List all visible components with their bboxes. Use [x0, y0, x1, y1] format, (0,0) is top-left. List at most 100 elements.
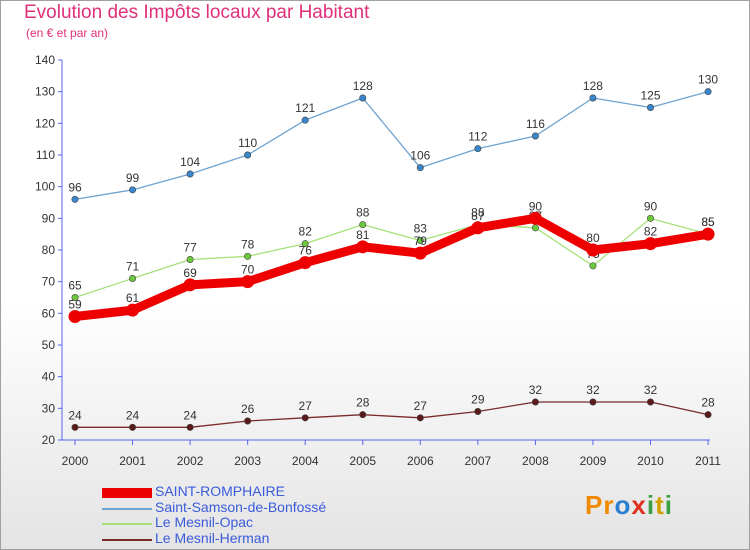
data-point	[359, 94, 367, 102]
data-label: 130	[698, 73, 718, 87]
x-tick-label: 2002	[177, 454, 204, 468]
data-label: 81	[356, 228, 370, 242]
data-point	[528, 211, 542, 225]
logo-letter: P	[585, 490, 604, 520]
data-label: 65	[68, 279, 82, 293]
data-label: 112	[468, 130, 487, 144]
data-label: 32	[586, 383, 600, 397]
data-point	[474, 407, 482, 415]
data-point	[298, 256, 312, 270]
logo-letter: o	[614, 490, 632, 520]
data-point	[186, 255, 194, 263]
data-point	[589, 94, 597, 102]
proxiti-logo: Proxiti	[585, 490, 673, 521]
data-label: 90	[644, 199, 658, 213]
data-label: 71	[126, 260, 140, 274]
data-point	[644, 237, 657, 251]
data-point	[244, 417, 252, 425]
y-tick-label: 130	[35, 85, 55, 99]
data-label: 82	[644, 225, 658, 239]
data-label: 83	[414, 222, 428, 236]
data-label: 28	[701, 396, 715, 410]
data-label: 104	[180, 155, 200, 169]
data-label: 59	[68, 298, 82, 312]
logo-letter: x	[631, 490, 647, 520]
data-label: 99	[126, 171, 140, 185]
data-point	[359, 411, 367, 419]
data-label: 96	[68, 180, 82, 194]
x-tick-label: 2008	[522, 454, 549, 468]
y-tick-label: 80	[42, 243, 56, 257]
data-point	[359, 221, 367, 229]
data-point	[241, 275, 255, 289]
data-label: 116	[526, 117, 545, 131]
data-label: 24	[68, 408, 82, 422]
data-point	[183, 278, 197, 292]
series-line	[74, 217, 709, 299]
data-point	[301, 240, 309, 248]
data-point	[646, 104, 654, 112]
data-point	[186, 170, 194, 178]
y-tick-label: 90	[42, 211, 56, 225]
data-label: 82	[299, 225, 313, 239]
y-tick-label: 50	[42, 338, 56, 352]
logo-letter: r	[603, 490, 615, 520]
data-label: 76	[299, 244, 313, 258]
legend-label: SAINT-ROMPHAIRE	[155, 483, 285, 499]
data-point	[129, 186, 137, 194]
logo-letter: i	[664, 490, 673, 520]
logo-letter: t	[655, 490, 665, 520]
data-label: 125	[640, 89, 660, 103]
data-point	[531, 132, 539, 140]
data-point	[244, 252, 252, 260]
data-label: 106	[410, 149, 430, 163]
data-point	[531, 224, 539, 232]
data-point	[244, 151, 252, 159]
legend-swatch-green	[102, 523, 152, 525]
data-point	[413, 246, 427, 260]
x-tick-label: 2011	[695, 454, 721, 468]
data-point	[416, 237, 424, 245]
series-line	[74, 91, 709, 200]
x-tick-label: 2009	[580, 454, 607, 468]
data-label: 24	[183, 408, 197, 422]
legend-swatch-brown	[102, 539, 152, 541]
data-point	[589, 398, 597, 406]
data-point	[646, 214, 654, 222]
data-point	[129, 274, 137, 282]
y-tick-label: 70	[42, 275, 56, 289]
data-point	[301, 414, 309, 422]
data-label: 90	[529, 199, 543, 213]
data-label: 27	[414, 399, 428, 413]
data-point	[356, 240, 370, 254]
legend-label: Saint-Samson-de-Bonfossé	[155, 499, 327, 515]
data-label: 128	[583, 79, 603, 93]
data-point	[68, 310, 82, 323]
y-tick-label: 20	[42, 433, 56, 447]
data-label: 85	[701, 215, 715, 229]
x-tick-label: 2003	[234, 454, 261, 468]
y-tick-label: 40	[42, 370, 56, 384]
y-tick-label: 100	[35, 180, 55, 194]
data-label: 128	[353, 79, 373, 93]
data-point	[71, 423, 79, 431]
x-tick-label: 2005	[349, 454, 376, 468]
data-point	[471, 221, 485, 235]
data-point	[71, 195, 79, 203]
y-tick-label: 120	[35, 116, 55, 130]
data-point	[416, 414, 424, 422]
data-point	[701, 227, 715, 241]
y-tick-label: 140	[35, 53, 55, 67]
data-point	[126, 303, 140, 317]
data-label: 32	[644, 383, 658, 397]
data-point	[474, 145, 482, 153]
data-label: 24	[126, 408, 140, 422]
data-label: 27	[299, 399, 313, 413]
data-label: 78	[241, 237, 255, 251]
data-label: 110	[238, 136, 257, 150]
data-label: 85	[701, 215, 715, 229]
x-tick-label: 2006	[407, 454, 434, 468]
legend-label: Le Mesnil-Herman	[155, 530, 270, 546]
